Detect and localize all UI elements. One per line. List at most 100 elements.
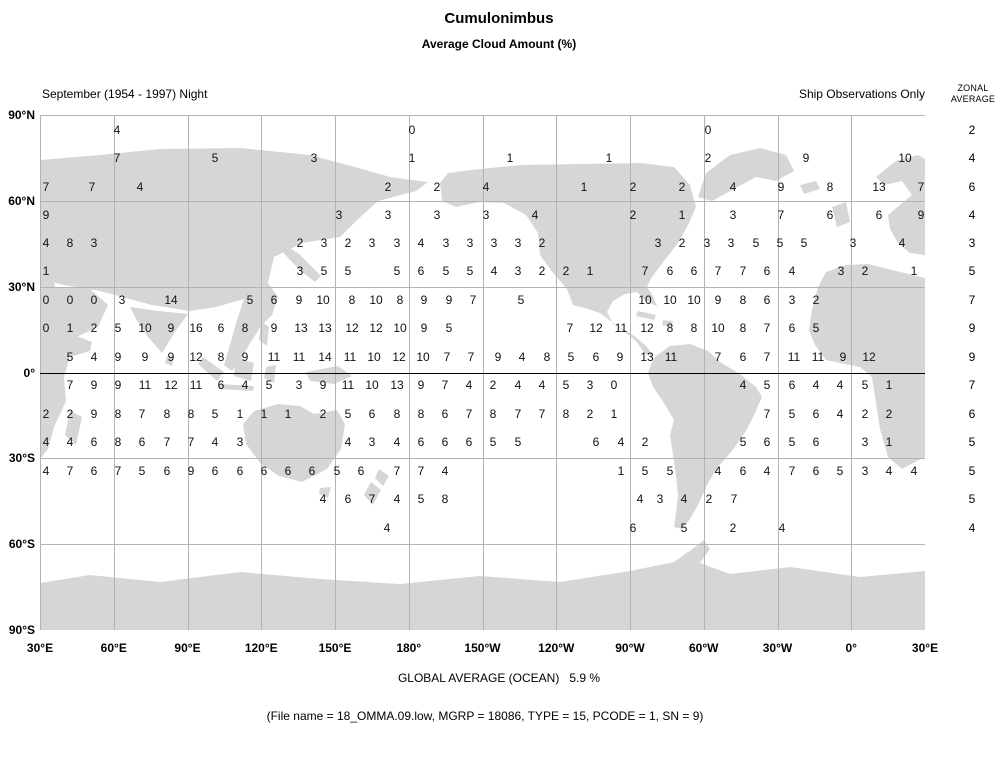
- cell-value: 7: [538, 407, 546, 421]
- cell-value: 4: [531, 208, 539, 222]
- landmass-hispaniola: [662, 320, 673, 327]
- cell-value: 2: [812, 293, 820, 307]
- cell-value: 8: [114, 435, 122, 449]
- cell-value: 4: [136, 180, 144, 194]
- cell-value: 4: [788, 264, 796, 278]
- zonal-average-value: 6: [968, 180, 976, 194]
- cell-value: 1: [66, 321, 74, 335]
- cell-value: 0: [66, 293, 74, 307]
- cell-value: 1: [42, 264, 50, 278]
- cell-value: 7: [393, 464, 401, 478]
- cell-value: 5: [466, 264, 474, 278]
- cell-value: 13: [640, 350, 654, 364]
- cell-value: 3: [727, 236, 735, 250]
- cell-value: 7: [777, 208, 785, 222]
- cell-value: 10: [663, 293, 677, 307]
- cell-value: 4: [885, 464, 893, 478]
- zonal-average-value: 7: [968, 293, 976, 307]
- cell-value: 14: [318, 350, 332, 364]
- cell-value: 1: [617, 464, 625, 478]
- cell-value: 7: [714, 264, 722, 278]
- cell-value: 1: [506, 151, 514, 165]
- cell-value: 13: [872, 180, 886, 194]
- landmass-new-guinea: [306, 366, 352, 384]
- cell-value: 2: [489, 378, 497, 392]
- cell-value: 2: [678, 180, 686, 194]
- cell-value: 3: [466, 236, 474, 250]
- cell-value: 5: [417, 492, 425, 506]
- zonal-average-header: ZONAL AVERAGE: [948, 83, 998, 105]
- cell-value: 5: [445, 321, 453, 335]
- world-map: 4 0 0 7 5 3 1 1 1 2 9 10 7 7 4 2 2 4 1 2 2 4 9 8 13 7 9 3 3 3 3 4 2 1 3 7 6 6…: [40, 115, 925, 630]
- cell-value: 7: [514, 407, 522, 421]
- cell-value: 4: [812, 378, 820, 392]
- cell-value: 6: [788, 321, 796, 335]
- cell-value: 4: [393, 492, 401, 506]
- cell-value: 0: [90, 293, 98, 307]
- cell-value: 8: [739, 321, 747, 335]
- landmass-java: [219, 384, 254, 391]
- cell-value: 3: [320, 236, 328, 250]
- cell-value: 2: [538, 264, 546, 278]
- cell-value: 9: [295, 293, 303, 307]
- cell-value: 6: [357, 464, 365, 478]
- cell-value: 3: [384, 208, 392, 222]
- cell-value: 11: [189, 378, 203, 392]
- cell-value: 7: [788, 464, 796, 478]
- cell-value: 2: [861, 407, 869, 421]
- cell-value: 7: [441, 378, 449, 392]
- cell-value: 1: [284, 407, 292, 421]
- cell-value: 4: [393, 435, 401, 449]
- landmass-greenland: [698, 148, 794, 201]
- cell-value: 3: [118, 293, 126, 307]
- landmass-africa-east: [40, 265, 92, 459]
- zonal-average-value: 3: [968, 236, 976, 250]
- cell-value: 3: [490, 236, 498, 250]
- cell-value: 13: [390, 378, 404, 392]
- page-subtitle: Average Cloud Amount (%): [421, 37, 577, 51]
- cell-value: 9: [802, 151, 810, 165]
- cell-value: 9: [141, 350, 149, 364]
- cell-value: 5: [562, 378, 570, 392]
- cell-value: 7: [566, 321, 574, 335]
- cell-value: 7: [763, 350, 771, 364]
- cell-value: 3: [514, 236, 522, 250]
- cell-value: 5: [567, 350, 575, 364]
- cell-value: 4: [617, 435, 625, 449]
- cell-value: 13: [294, 321, 308, 335]
- y-tick-label: 0°: [23, 365, 35, 380]
- cell-value: 1: [586, 264, 594, 278]
- cell-value: 6: [270, 293, 278, 307]
- cell-value: 4: [113, 123, 121, 137]
- cell-value: 6: [739, 350, 747, 364]
- y-tick-label: 90°S: [8, 623, 35, 637]
- cell-value: 9: [90, 378, 98, 392]
- cell-value: 3: [90, 236, 98, 250]
- cell-value: 1: [678, 208, 686, 222]
- cell-value: 6: [368, 407, 376, 421]
- cell-value: 6: [441, 435, 449, 449]
- cell-value: 4: [482, 180, 490, 194]
- cell-value: 11: [664, 350, 678, 364]
- cell-value: 9: [167, 321, 175, 335]
- cell-value: 7: [465, 407, 473, 421]
- cell-value: 7: [66, 464, 74, 478]
- cell-value: 7: [917, 180, 925, 194]
- cell-value: 9: [494, 350, 502, 364]
- cell-value: 10: [316, 293, 330, 307]
- cell-value: 6: [592, 435, 600, 449]
- cell-value: 6: [592, 350, 600, 364]
- cell-value: 2: [433, 180, 441, 194]
- cell-value: 8: [393, 407, 401, 421]
- cell-value: 0: [704, 123, 712, 137]
- cell-value: 4: [636, 492, 644, 506]
- cell-value: 11: [267, 350, 281, 364]
- cell-value: 6: [875, 208, 883, 222]
- cell-value: 8: [826, 180, 834, 194]
- cell-value: 4: [680, 492, 688, 506]
- x-tick-label: 30°W: [762, 641, 793, 655]
- cell-value: 7: [641, 264, 649, 278]
- cell-value: 11: [341, 378, 355, 392]
- cell-value: 6: [308, 464, 316, 478]
